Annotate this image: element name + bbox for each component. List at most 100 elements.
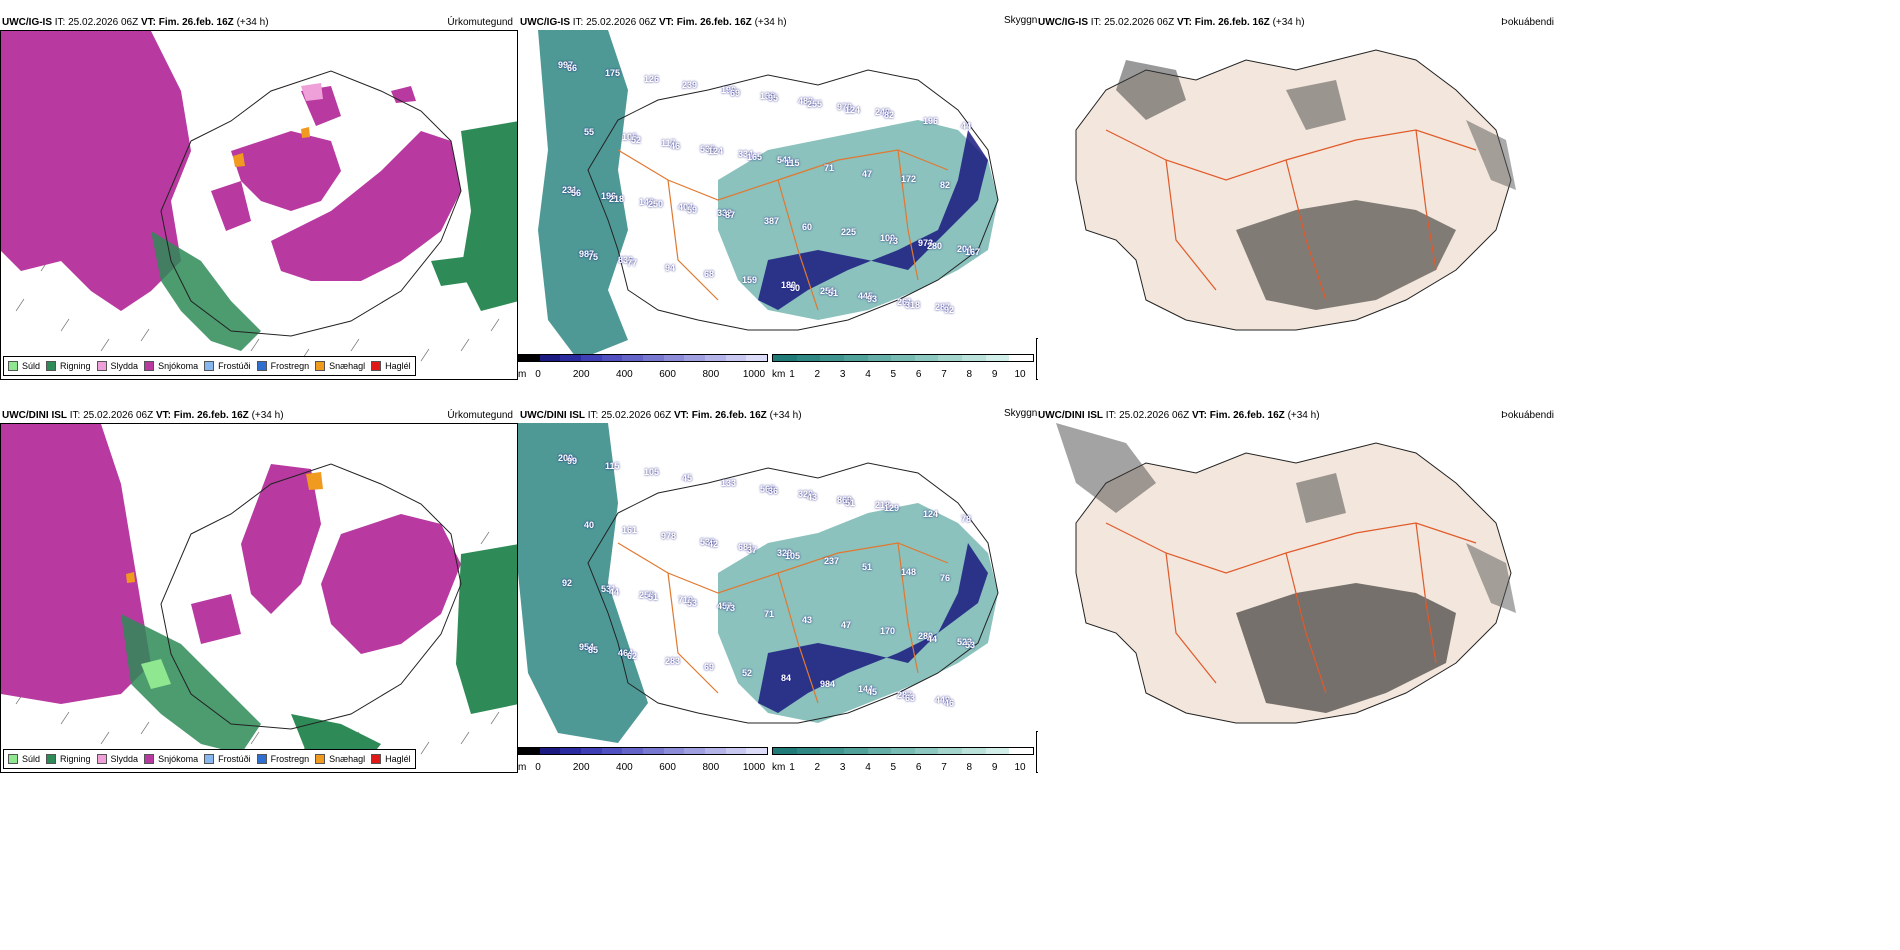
- ceiling-value-label: 869: [837, 495, 853, 505]
- vt-label: VT:: [1176, 17, 1192, 28]
- ceiling-value-label: 287: [897, 690, 913, 700]
- visibility-colorbar: km 1 2 3 4 5 6 7 8 9 10: [772, 747, 1034, 773]
- ceiling-value-label: 51: [862, 562, 873, 572]
- it-value: 25.02.2026 06Z: [68, 17, 139, 28]
- map-canvas: [538, 30, 999, 360]
- colorbar-cell: [643, 355, 664, 361]
- fog-area: [1236, 583, 1456, 713]
- legend-item: Slydda: [96, 754, 138, 764]
- ceiling-value-label: 280: [918, 631, 934, 641]
- colorbar-tick-label: 200: [572, 762, 590, 773]
- colorbar-cell: [1009, 355, 1034, 361]
- ceiling-value-label: 73: [725, 603, 736, 613]
- it-label: IT:: [572, 17, 584, 28]
- ceiling-value-label: 175: [605, 68, 621, 78]
- ceiling-value-label: 180: [781, 280, 797, 290]
- colorbar-tick-label: 1: [789, 369, 795, 380]
- colorbar-tick-label: 3: [839, 762, 846, 773]
- ceiling-value-label: 45: [682, 473, 693, 483]
- ceiling-value-label: 53: [965, 640, 976, 650]
- panel-title: Úrkomutegund: [447, 17, 513, 28]
- ceiling-value-label: 84: [781, 673, 792, 683]
- ceiling-value-label: 449: [935, 695, 951, 705]
- map-canvas: [1, 424, 517, 769]
- visibility-unit: km: [772, 762, 786, 773]
- ceiling-value-label: 87: [725, 210, 736, 220]
- legend-swatch: [46, 361, 57, 371]
- ceiling-value-label: 55: [584, 127, 595, 137]
- colorbar-tick-label: 0: [535, 762, 541, 773]
- low-ceiling-region: [758, 130, 988, 310]
- colorbar-tick-label: 1000: [742, 762, 766, 773]
- vt-value: Fim. 26.feb. 16Z: [158, 17, 234, 28]
- legend-swatch: [204, 361, 215, 371]
- road-network: [1105, 129, 1477, 301]
- legend-item: Frostúði: [204, 361, 251, 371]
- ceiling-value-label: 51: [828, 288, 839, 298]
- model-name: UWC/DINI ISL: [2, 410, 67, 421]
- ceiling-value-label: 255: [807, 99, 823, 109]
- panel-header: UWC/IG-IS IT: 25.02.2026 06Z VT: Fim. 26…: [2, 17, 269, 29]
- ceiling-value-label: 133: [721, 478, 737, 488]
- visibility-colorbar-strip: [772, 747, 1034, 755]
- legend-label: Frostúði: [218, 754, 251, 764]
- lead-time: (+34 h): [251, 410, 284, 421]
- colorbar-cell: [560, 748, 582, 754]
- ceiling-value-label: 445: [858, 291, 874, 301]
- map-frame: Súld Rigning Slydda Snjókoma Frostúði Fr…: [0, 423, 518, 773]
- legend-label: Frostregn: [270, 361, 310, 371]
- colorbar-cell: [985, 748, 1010, 754]
- colorbar-cell: [684, 355, 706, 361]
- precip-legend: Súld Rigning Slydda Snjókoma Frostúði Fr…: [3, 749, 416, 769]
- legend-swatch: [256, 754, 267, 764]
- colorbar-cell: [796, 355, 821, 361]
- colorbar-cell: [519, 748, 540, 754]
- ceiling-value-label: 99: [567, 456, 578, 466]
- lead-time: (+34 h): [1272, 17, 1305, 28]
- legend-item: Súld: [8, 361, 40, 371]
- ceiling-value-label: 105: [785, 551, 801, 561]
- fog-area: [1056, 423, 1156, 513]
- ceiling-value-label: 47: [841, 620, 852, 630]
- legend-label: Snæhagl: [329, 361, 366, 371]
- legend-swatch: [315, 754, 326, 764]
- snowfall-region: [391, 86, 416, 103]
- colorbar-cell: [601, 355, 623, 361]
- ceiling-value-label: 332: [717, 208, 733, 218]
- ceiling-value-label: 105: [622, 132, 638, 142]
- ceiling-value-label: 115: [605, 461, 620, 471]
- colorbar-cell: [622, 748, 644, 754]
- ceiling-value-label: 280: [927, 241, 943, 251]
- legend-label: Súld: [22, 754, 41, 764]
- drizzle-region: [141, 659, 171, 689]
- colorbar-cell: [725, 748, 747, 754]
- vt-value: Fim. 26.feb. 16Z: [691, 410, 767, 421]
- fog-area: [1286, 80, 1346, 130]
- ceiling-value-label: 136: [760, 91, 776, 101]
- ceiling-value-label: 329: [777, 548, 793, 558]
- panel-header: UWC/DINI ISL IT: 25.02.2026 06Z VT: Fim.…: [520, 410, 802, 422]
- ceiling-value-label: 250: [648, 199, 664, 209]
- colorbar-tick-label: 5: [890, 762, 897, 773]
- visibility-map-bottom: UWC/DINI ISL IT: 25.02.2026 06Z VT: Fim.…: [518, 393, 1038, 773]
- colorbar-cell: [581, 748, 602, 754]
- ceiling-value-label: 56: [571, 188, 582, 198]
- ceiling-value-label: 261: [897, 297, 913, 307]
- lead-time: (+34 h): [236, 17, 269, 28]
- ceiling-value-label: 681: [738, 542, 754, 552]
- vt-label: VT:: [155, 410, 171, 421]
- ceiling-value-label: 78: [961, 514, 972, 524]
- snow-pellets-region: [126, 572, 135, 583]
- colorbar-tick-label: 10: [1014, 762, 1026, 773]
- iceland-outline: [587, 462, 999, 724]
- ceiling-value-label: 105: [644, 467, 660, 477]
- ceiling-value-label: 167: [965, 247, 981, 257]
- ceiling-value-label: 482: [798, 96, 814, 106]
- precip-type-map-bottom: UWC/DINI ISL IT: 25.02.2026 06Z VT: Fim.…: [0, 393, 518, 773]
- map-frame: Súld Rigning Slydda Snjókoma Frostúði Fr…: [0, 30, 518, 380]
- colorbar-cell: [796, 748, 821, 754]
- sleet-region: [301, 83, 323, 101]
- ceiling-value-label: 124: [923, 509, 939, 519]
- ceiling-value-label: 836: [618, 255, 634, 265]
- road-network: [617, 149, 949, 311]
